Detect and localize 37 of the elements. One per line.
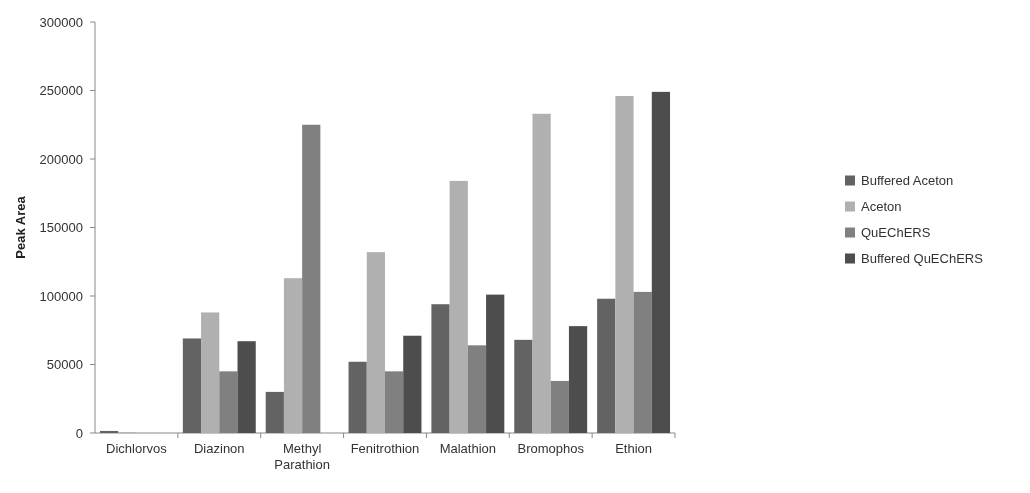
y-axis-title: Peak Area (13, 195, 28, 259)
x-tick-label: Fenitrothion (350, 441, 420, 456)
legend-label: Buffered QuEChERS (861, 251, 984, 267)
bar (514, 339, 533, 433)
bar (99, 430, 119, 433)
bar (201, 312, 220, 433)
bar (366, 252, 385, 433)
bar (597, 298, 616, 433)
y-tick-label: 0 (75, 425, 83, 441)
x-tick-label: Malathion (439, 441, 497, 456)
bar (265, 391, 284, 433)
bar (348, 361, 367, 433)
bar (431, 304, 450, 433)
x-tick-label: Bromophos (517, 441, 585, 456)
y-tick-label: 200000 (39, 151, 83, 167)
legend-label: QuEChERS (861, 225, 931, 241)
x-tick-label: Dichlorvos (106, 441, 168, 456)
y-tick-label: 50000 (46, 357, 83, 373)
bar (283, 278, 303, 433)
y-tick-label: 300000 (39, 14, 83, 30)
bar (237, 341, 256, 433)
bar (651, 91, 671, 433)
y-tick-label: 250000 (39, 83, 83, 99)
bar (403, 335, 422, 433)
legend-label: Buffered Aceton (861, 173, 954, 189)
legend-label: Aceton (861, 199, 902, 215)
y-tick-label: 150000 (39, 220, 83, 236)
bar (182, 338, 202, 433)
bar (615, 95, 634, 433)
bar (532, 113, 551, 433)
x-tick-label: Methyl Parathion (274, 441, 330, 472)
bar (486, 294, 505, 433)
x-tick-label: Ethion (615, 441, 653, 456)
bar (449, 180, 468, 433)
x-tick-label: Diazinon (193, 441, 245, 456)
y-tick-label: 100000 (39, 288, 83, 304)
bar (568, 326, 588, 433)
